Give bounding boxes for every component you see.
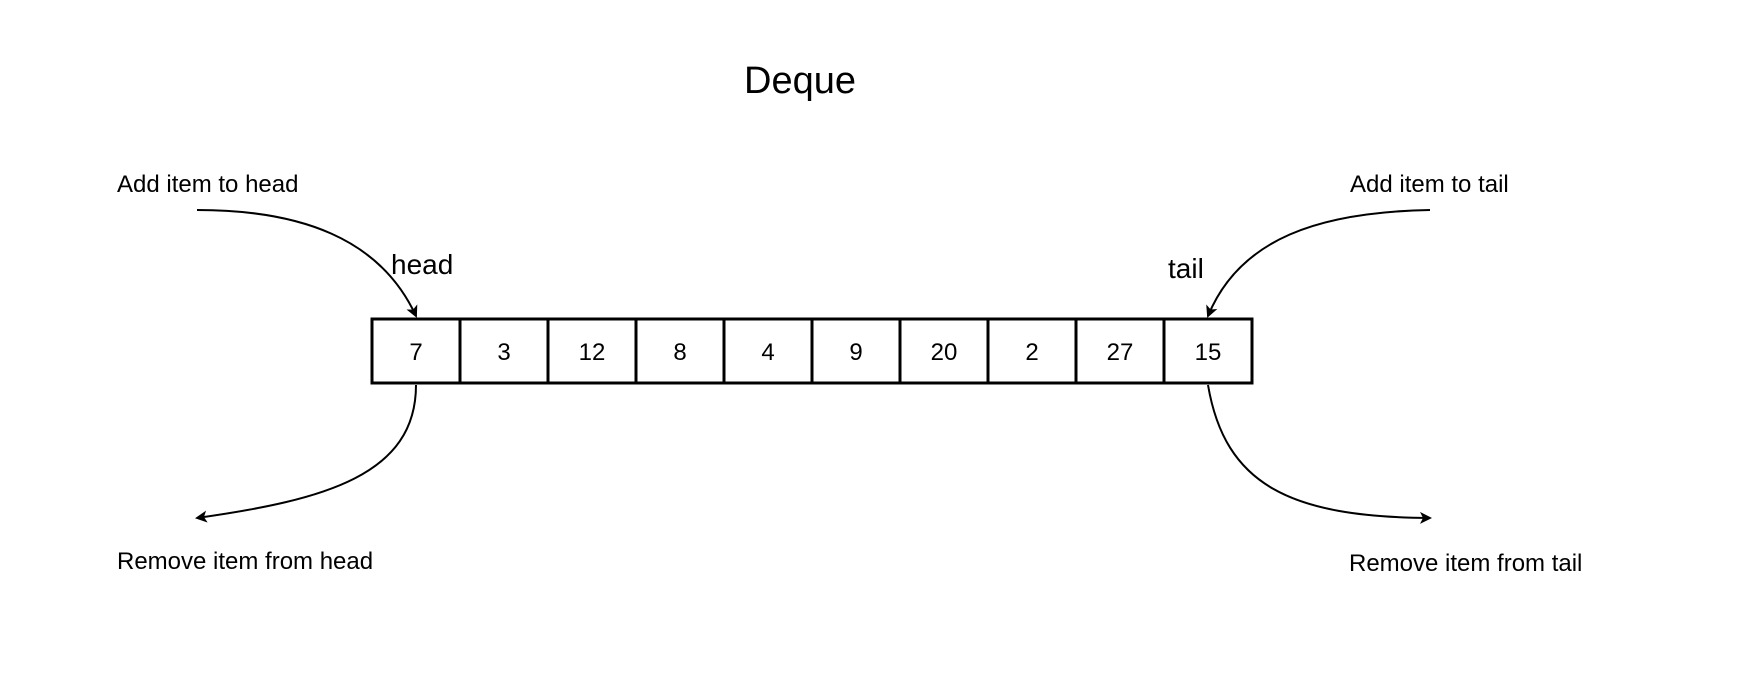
deque-cell: 27 xyxy=(1076,319,1164,383)
deque-cell: 12 xyxy=(548,319,636,383)
add-item-to-head-label: Add item to head xyxy=(117,171,298,198)
deque-cell: 8 xyxy=(636,319,724,383)
add-to-head-arrow xyxy=(197,210,416,316)
deque-cell: 3 xyxy=(460,319,548,383)
deque-cell-value: 15 xyxy=(1195,339,1222,366)
deque-cell-value: 2 xyxy=(1025,339,1038,366)
deque-cell-value: 8 xyxy=(673,339,686,366)
deque-cell-value: 12 xyxy=(579,339,606,366)
deque-cell-value: 27 xyxy=(1107,339,1134,366)
remove-item-from-tail-label: Remove item from tail xyxy=(1349,550,1582,577)
deque-cell: 7 xyxy=(372,319,460,383)
add-to-tail-arrow xyxy=(1208,210,1430,316)
deque-cell-value: 9 xyxy=(849,339,862,366)
diagram-title: Deque xyxy=(744,60,856,102)
deque-cells: 7 3 12 8 4 9 20 2 27 15 xyxy=(372,319,1252,383)
deque-cell-value: 20 xyxy=(931,339,958,366)
deque-cell-value: 3 xyxy=(497,339,510,366)
head-pointer-label: head xyxy=(391,249,453,280)
deque-cell: 9 xyxy=(812,319,900,383)
remove-from-tail-arrow xyxy=(1208,385,1430,518)
deque-cell: 15 xyxy=(1164,319,1252,383)
deque-cell-value: 7 xyxy=(409,339,422,366)
deque-cell: 20 xyxy=(900,319,988,383)
add-item-to-tail-label: Add item to tail xyxy=(1350,171,1509,198)
deque-cell-value: 4 xyxy=(761,339,774,366)
deque-cell: 4 xyxy=(724,319,812,383)
remove-from-head-arrow xyxy=(197,385,416,518)
deque-cell: 2 xyxy=(988,319,1076,383)
tail-pointer-label: tail xyxy=(1168,253,1204,284)
remove-item-from-head-label: Remove item from head xyxy=(117,548,373,575)
